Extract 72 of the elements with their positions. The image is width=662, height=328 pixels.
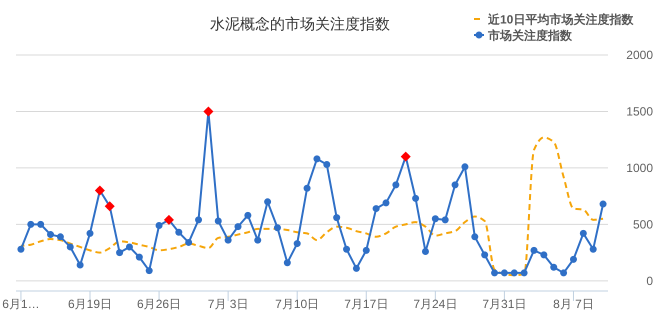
point [294, 240, 301, 248]
point [530, 246, 538, 254]
point [491, 269, 498, 276]
point [362, 246, 370, 254]
point [590, 246, 597, 253]
point [333, 214, 340, 222]
point [17, 246, 24, 253]
point [244, 212, 252, 219]
chart-title: 水泥概念的市场关注度指数 [210, 16, 390, 33]
point [422, 248, 429, 255]
point [343, 246, 350, 253]
point [27, 220, 34, 228]
x-tick-label: 6月26日 [137, 297, 182, 311]
point [580, 230, 587, 237]
point [264, 198, 272, 206]
point [47, 231, 54, 238]
point [323, 161, 330, 168]
point [382, 199, 390, 206]
point [76, 262, 84, 269]
point [175, 228, 182, 236]
point [520, 269, 528, 276]
point [442, 216, 449, 224]
point [510, 269, 518, 276]
x-tick-label: 7月24日 [413, 297, 458, 311]
y-tick-label: 0 [646, 274, 654, 288]
x-tick-label: 7月31日 [482, 297, 526, 311]
point [461, 163, 468, 170]
point [570, 256, 577, 263]
y-tick-label: 500 [632, 217, 654, 232]
point [136, 254, 143, 261]
point [284, 259, 291, 266]
legend-label: 近10日平均市场关注度指数 [487, 12, 634, 26]
point [156, 222, 163, 230]
x-tick-label: 7月 3日 [208, 297, 248, 311]
point [234, 223, 242, 230]
y-tick-label: 2000 [626, 48, 654, 62]
point [471, 233, 478, 240]
x-tick-label: 8月 7日 [553, 297, 594, 311]
point [37, 220, 44, 228]
y-tick-label: 1000 [626, 160, 654, 175]
point [116, 249, 124, 256]
x-tick-label: 7月10日 [275, 297, 320, 311]
point [392, 181, 400, 188]
point [146, 267, 153, 274]
point [412, 194, 420, 202]
point [313, 155, 320, 162]
point [185, 238, 192, 246]
point [56, 233, 64, 240]
point [600, 200, 607, 208]
point [452, 181, 459, 188]
point [224, 236, 232, 244]
point [304, 184, 311, 192]
point [352, 264, 360, 272]
point [126, 243, 133, 250]
y-tick-label: 1500 [626, 104, 654, 118]
x-tick-label: 7月17日 [344, 297, 388, 311]
point [432, 215, 439, 222]
point [560, 269, 568, 276]
point [254, 236, 262, 244]
point [274, 224, 281, 232]
point [500, 269, 508, 276]
point [86, 230, 94, 237]
x-tick-label: 6月19日 [68, 297, 112, 311]
point [372, 205, 380, 212]
point [66, 243, 74, 250]
point [195, 216, 202, 224]
point [540, 251, 548, 258]
point [214, 217, 222, 224]
point [481, 251, 488, 258]
x-tick-label: 6月1… [2, 297, 40, 311]
legend-label: 市场关注度指数 [487, 28, 573, 42]
point [550, 264, 558, 271]
